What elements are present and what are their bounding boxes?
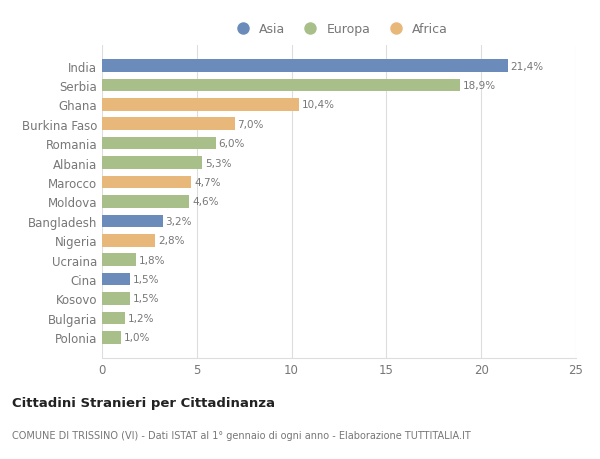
Bar — [102, 157, 202, 169]
Text: 18,9%: 18,9% — [463, 81, 496, 91]
Text: 6,0%: 6,0% — [218, 139, 245, 149]
Bar — [102, 99, 299, 112]
Bar — [102, 79, 460, 92]
Bar — [102, 215, 163, 228]
Text: 10,4%: 10,4% — [302, 100, 335, 110]
Bar — [102, 235, 155, 247]
Legend: Asia, Europa, Africa: Asia, Europa, Africa — [228, 21, 450, 39]
Bar — [102, 331, 121, 344]
Bar — [102, 196, 189, 208]
Bar — [102, 273, 130, 286]
Text: 1,5%: 1,5% — [133, 274, 160, 285]
Bar — [102, 292, 130, 305]
Text: 7,0%: 7,0% — [238, 119, 264, 129]
Bar — [102, 254, 136, 266]
Text: 3,2%: 3,2% — [166, 216, 192, 226]
Bar — [102, 118, 235, 131]
Text: 5,3%: 5,3% — [205, 158, 232, 168]
Bar — [102, 176, 191, 189]
Text: COMUNE DI TRISSINO (VI) - Dati ISTAT al 1° gennaio di ogni anno - Elaborazione T: COMUNE DI TRISSINO (VI) - Dati ISTAT al … — [12, 431, 471, 440]
Text: 2,8%: 2,8% — [158, 236, 184, 246]
Bar — [102, 312, 125, 325]
Text: 4,7%: 4,7% — [194, 178, 220, 188]
Text: 4,6%: 4,6% — [192, 197, 218, 207]
Bar — [102, 60, 508, 73]
Text: Cittadini Stranieri per Cittadinanza: Cittadini Stranieri per Cittadinanza — [12, 396, 275, 409]
Text: 1,0%: 1,0% — [124, 333, 150, 342]
Text: 21,4%: 21,4% — [511, 62, 544, 71]
Text: 1,8%: 1,8% — [139, 255, 166, 265]
Bar — [102, 138, 216, 150]
Text: 1,5%: 1,5% — [133, 294, 160, 304]
Text: 1,2%: 1,2% — [128, 313, 154, 323]
